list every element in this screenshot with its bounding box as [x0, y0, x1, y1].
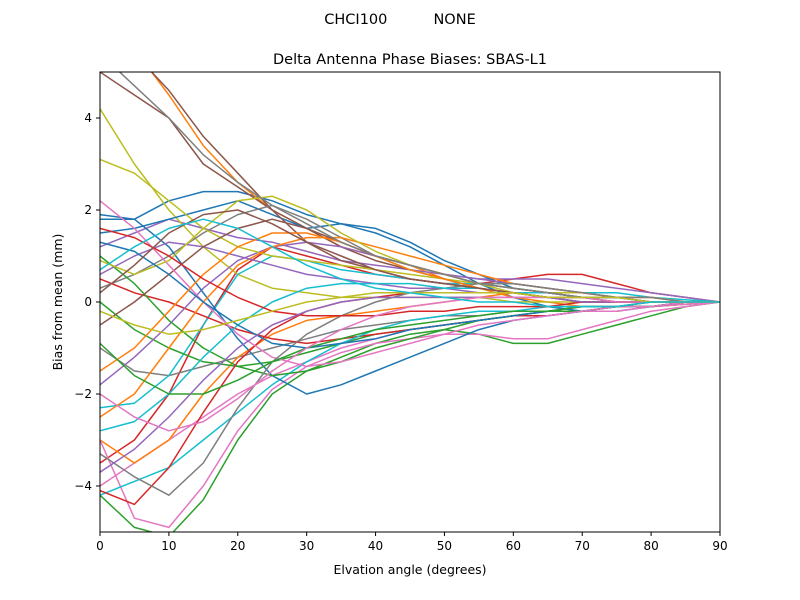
- series-line-31: [100, 241, 720, 349]
- x-tick-label: 30: [299, 539, 314, 553]
- y-tick-label: −2: [74, 387, 92, 401]
- x-tick-label: 60: [506, 539, 521, 553]
- y-tick-label: −4: [74, 479, 92, 493]
- series-line-40: [100, 218, 720, 308]
- series-line-38: [118, 72, 720, 303]
- series-lines: [100, 72, 720, 532]
- series-line-37: [100, 296, 720, 432]
- figure-suptitle: CHCI100 NONE: [324, 12, 475, 28]
- chart-title: Delta Antenna Phase Biases: SBAS-L1: [273, 52, 547, 68]
- y-tick-label: 4: [84, 111, 92, 125]
- series-line-19: [100, 158, 720, 303]
- series-line-5: [100, 218, 720, 303]
- x-tick-label: 10: [161, 539, 176, 553]
- x-tick-label: 90: [712, 539, 727, 553]
- series-line-9: [100, 108, 720, 303]
- x-tick-label: 40: [368, 539, 383, 553]
- x-tick-label: 20: [230, 539, 245, 553]
- series-line-15: [100, 241, 720, 386]
- x-axis-label: Elvation angle (degrees): [333, 562, 486, 577]
- x-tick-label: 50: [437, 539, 452, 553]
- x-tick-label: 0: [96, 539, 104, 553]
- y-axis: −4 −2 0 2 4: [74, 111, 100, 493]
- x-tick-label: 80: [643, 539, 658, 553]
- y-tick-label: 0: [84, 295, 92, 309]
- series-line-6: [100, 72, 720, 303]
- y-axis-label: Bias from mean (mm): [50, 234, 65, 371]
- y-tick-label: 2: [84, 203, 92, 217]
- series-line-17: [100, 301, 720, 529]
- series-line-3: [100, 301, 720, 532]
- x-axis: 0 10 20 30 40 50 60 70 80 90: [96, 532, 728, 553]
- series-line-35: [100, 296, 720, 473]
- x-tick-label: 70: [575, 539, 590, 553]
